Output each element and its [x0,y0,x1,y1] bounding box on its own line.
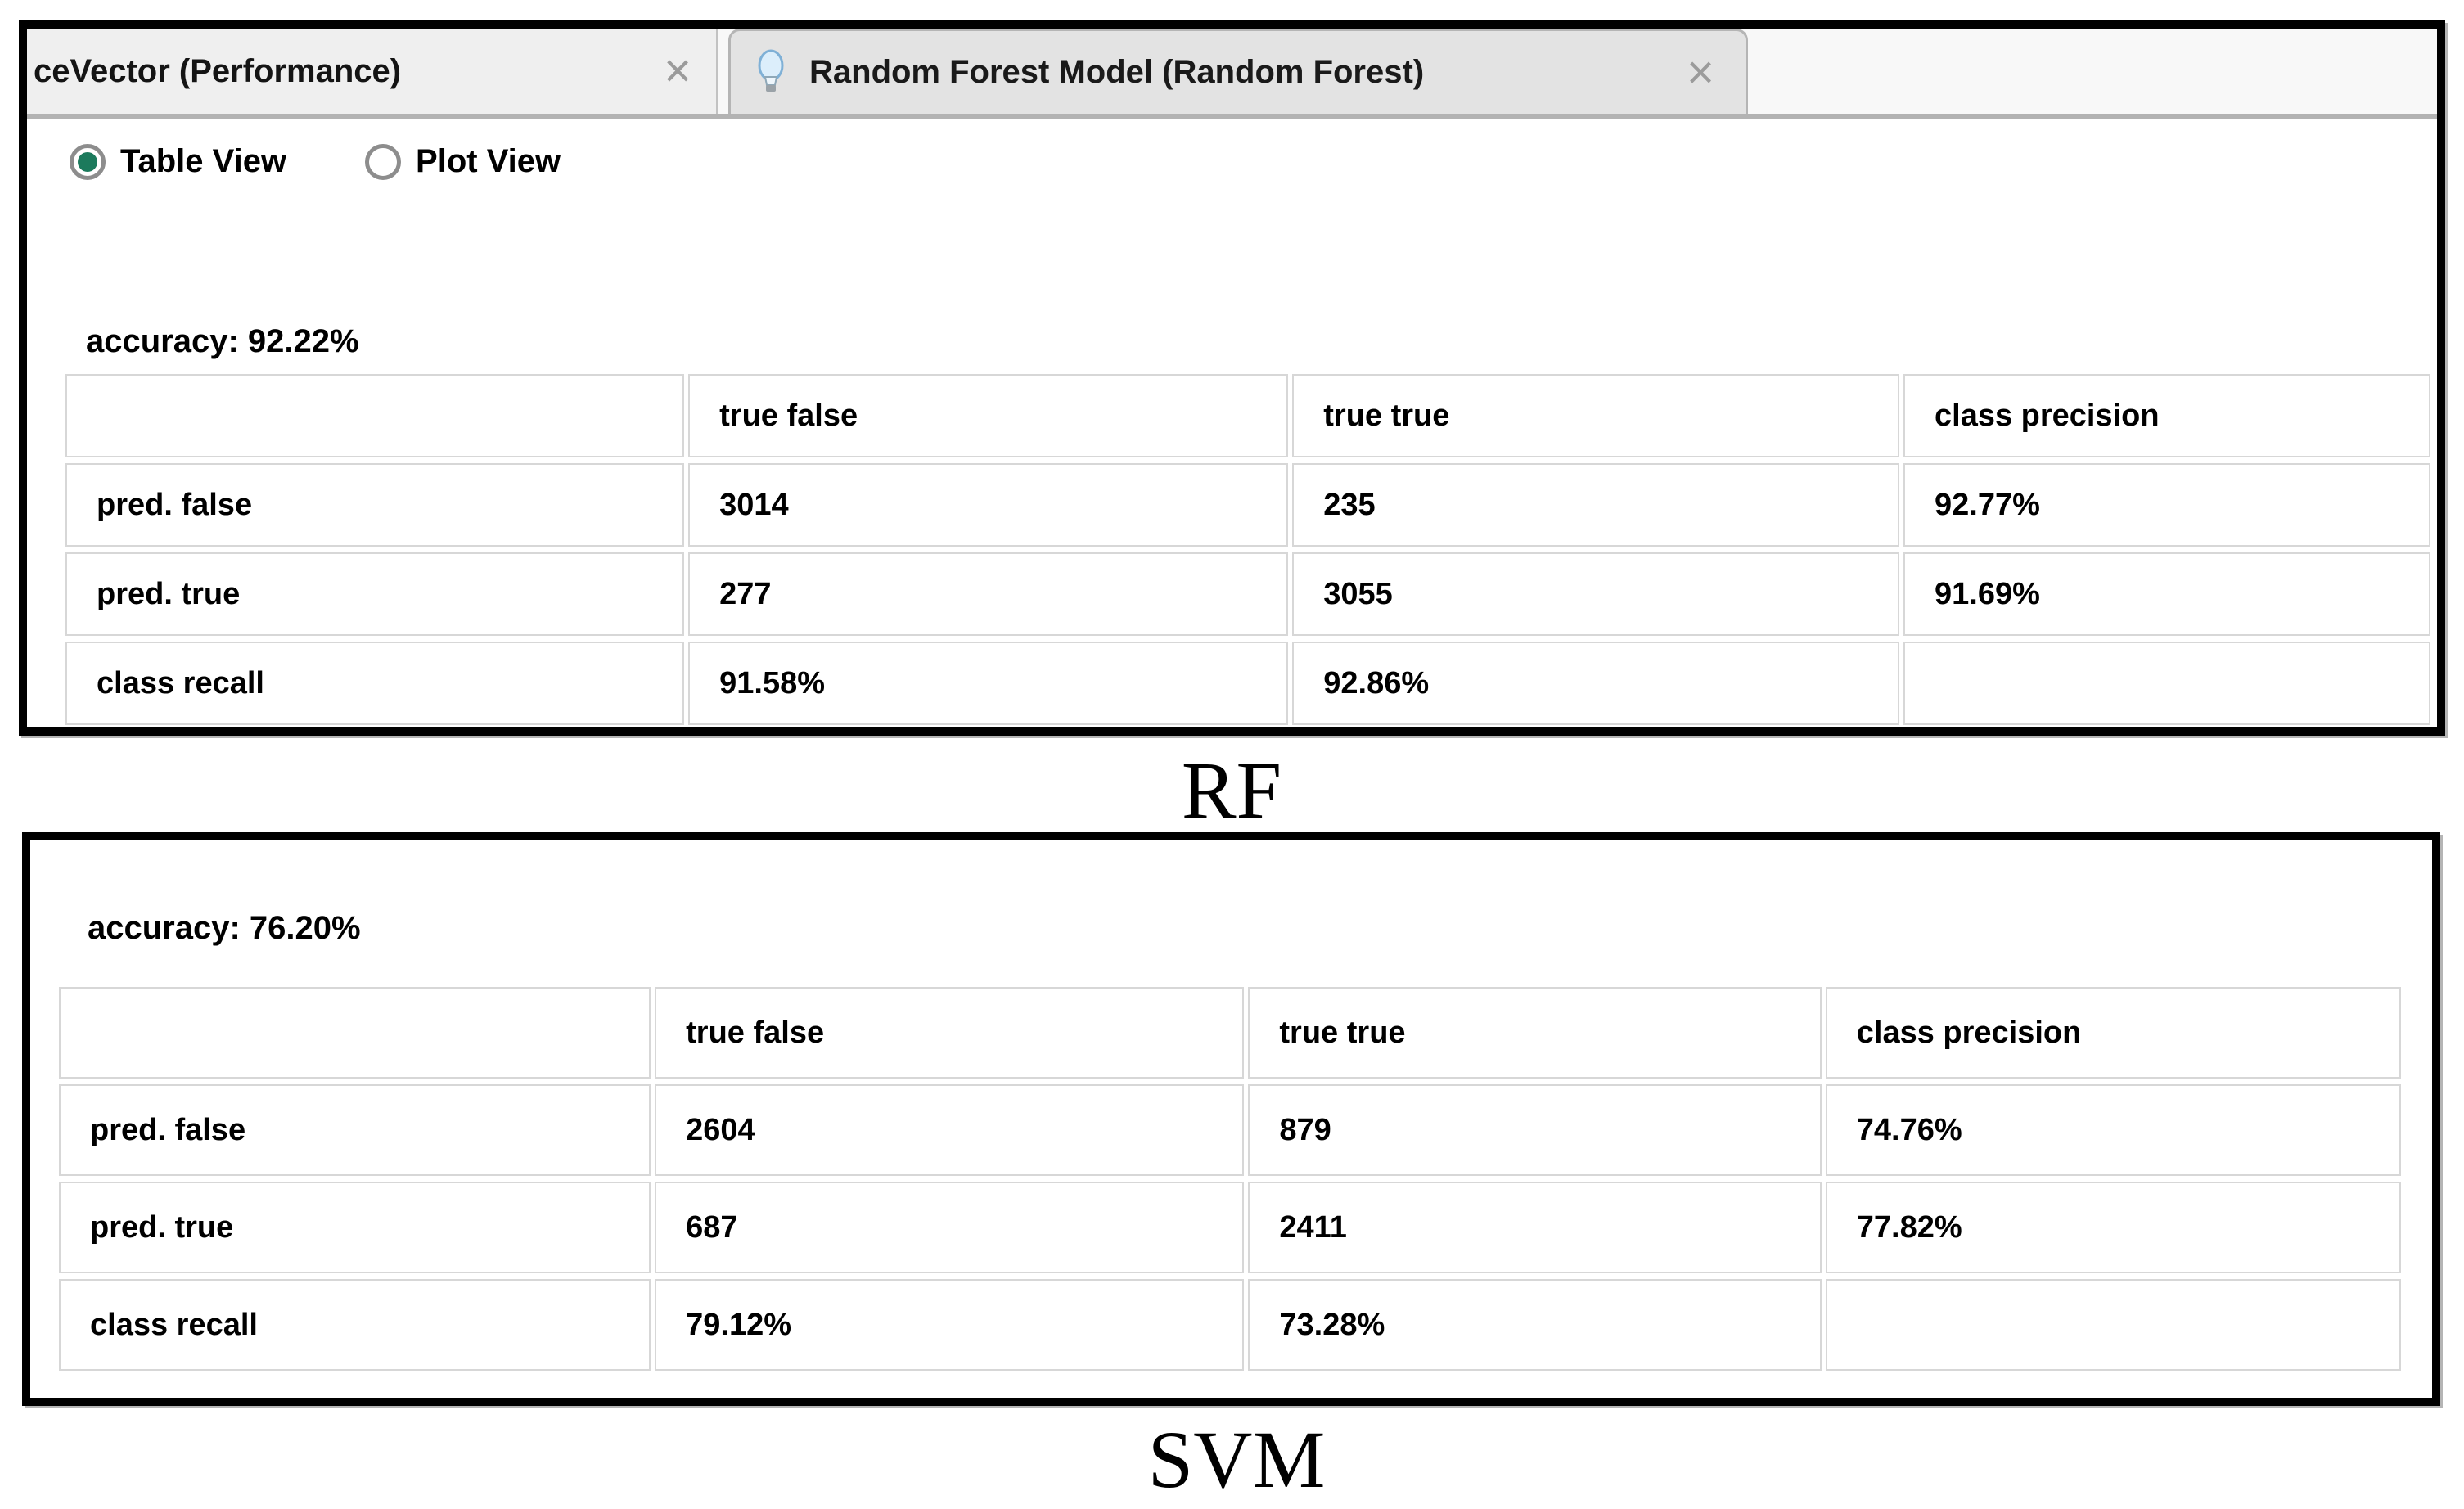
cell-recall: 79.12% [655,1279,1245,1371]
radio-unselected-icon [365,143,402,180]
svm-accuracy-label: accuracy: 76.20% [88,910,361,946]
cell-recall: 91.58% [688,642,1289,725]
tab-performance-vector-label: ceVector (Performance) [34,52,402,89]
cell-precision: 91.69% [1903,552,2430,636]
row-header: pred. true [65,552,685,636]
table-view-label: Table View [120,143,287,179]
cell-recall: 92.86% [1292,642,1899,725]
svm-caption: SVM [1147,1414,1326,1505]
rf-accuracy-label: accuracy: 92.22% [86,323,359,359]
row-header: pred. true [59,1182,651,1273]
cell-true-true: 879 [1248,1084,1822,1176]
row-header: pred. false [59,1084,651,1176]
col-header: class precision [1825,987,2401,1079]
tab-random-forest-model-label: Random Forest Model (Random Forest) [809,54,1425,90]
rf-confusion-matrix: true false true true class precision pre… [61,368,2435,731]
cell-true-true: 2411 [1248,1182,1822,1273]
corner-cell [59,987,651,1079]
cell-precision: 77.82% [1825,1182,2401,1273]
col-header: true true [1292,374,1899,457]
row-header: pred. false [65,463,685,547]
col-header: true false [655,987,1245,1079]
svm-performance-panel: accuracy: 76.20% true false true true cl… [22,832,2440,1406]
cell-empty [1825,1279,2401,1371]
row-header: class recall [65,642,685,725]
close-icon[interactable]: × [1687,45,1714,99]
table-header-row: true false true true class precision [59,987,2401,1079]
plot-view-radio[interactable]: Plot View [365,143,561,180]
table-row: pred. false 2604 879 74.76% [59,1084,2401,1176]
cell-empty [1903,642,2430,725]
table-row: class recall 91.58% 92.86% [65,642,2430,725]
svm-confusion-matrix: true false true true class precision pre… [55,981,2405,1376]
table-row: pred. true 687 2411 77.82% [59,1182,2401,1273]
table-row: pred. false 3014 235 92.77% [65,463,2430,547]
radio-selected-icon [70,143,106,180]
plot-view-label: Plot View [416,143,561,179]
cell-true-true: 235 [1292,463,1899,547]
rf-caption: RF [1181,745,1282,836]
lightbulb-icon [758,49,784,92]
table-row: pred. true 277 3055 91.69% [65,552,2430,636]
tab-bar: ceVector (Performance) × Random Forest M… [27,29,2437,119]
col-header: true true [1248,987,1822,1079]
cell-true-true: 3055 [1292,552,1899,636]
cell-true-false: 687 [655,1182,1245,1273]
close-icon[interactable]: × [664,44,691,97]
table-row: class recall 79.12% 73.28% [59,1279,2401,1371]
cell-precision: 74.76% [1825,1084,2401,1176]
view-toggle: Table View Plot View [70,143,561,180]
cell-recall: 73.28% [1248,1279,1822,1371]
table-header-row: true false true true class precision [65,374,2430,457]
row-header: class recall [59,1279,651,1371]
col-header: class precision [1903,374,2430,457]
cell-true-false: 3014 [688,463,1289,547]
tab-performance-vector[interactable]: ceVector (Performance) × [27,29,718,114]
cell-precision: 92.77% [1903,463,2430,547]
corner-cell [65,374,685,457]
col-header: true false [688,374,1289,457]
rf-performance-panel: ceVector (Performance) × Random Forest M… [19,20,2445,736]
tab-random-forest-model[interactable]: Random Forest Model (Random Forest) × [728,29,1748,114]
cell-true-false: 277 [688,552,1289,636]
table-view-radio[interactable]: Table View [70,143,286,180]
cell-true-false: 2604 [655,1084,1245,1176]
